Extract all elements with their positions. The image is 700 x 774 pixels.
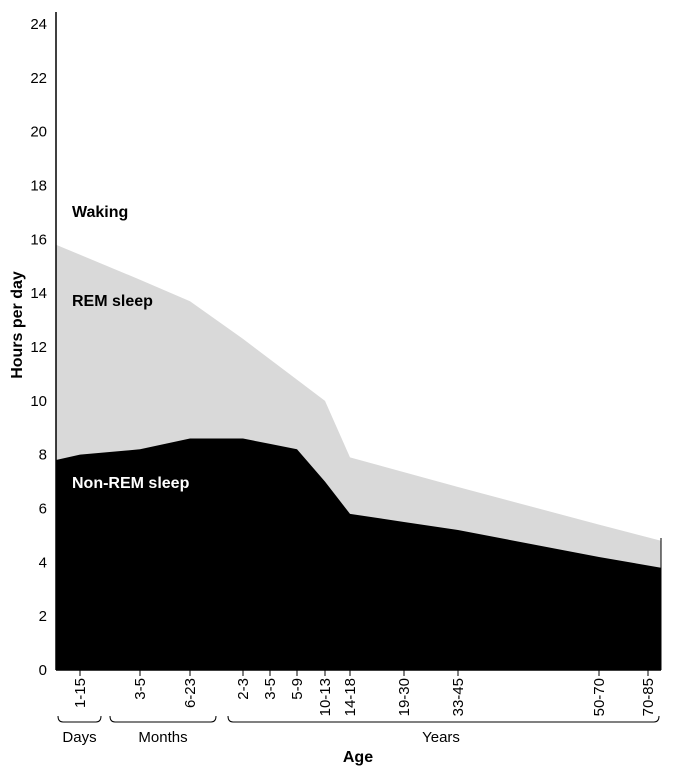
x-tick-label: 33-45 (450, 678, 467, 716)
y-tick-label: 8 (39, 447, 47, 464)
age-group-label: Years (422, 729, 460, 746)
y-tick-label: 12 (30, 339, 47, 356)
x-tick-label: 5-9 (289, 678, 306, 700)
y-tick-label: 20 (30, 124, 47, 141)
y-tick-label: 18 (30, 178, 47, 195)
x-tick-label: 1-15 (72, 678, 89, 708)
x-tick-label: 70-85 (640, 678, 657, 716)
y-tick-label: 22 (30, 70, 47, 87)
x-tick-label: 3-5 (262, 678, 279, 700)
waking-region-label: Waking (72, 204, 128, 221)
x-tick-label: 19-30 (396, 678, 413, 716)
age-group-label: Days (62, 729, 96, 746)
y-axis-label: Hours per day (9, 271, 26, 379)
x-tick-label: 50-70 (591, 678, 608, 716)
x-tick-label: 14-18 (342, 678, 359, 716)
x-tick-label: 2-3 (235, 678, 252, 700)
age-group-label: Months (138, 729, 187, 746)
x-axis-ticks: 1-15 3-5 6-23 2-3 3-5 5-9 10-13 14-18 19-30 33-45… (72, 670, 657, 716)
x-tick-label: 6-23 (182, 678, 199, 708)
x-tick-label: 10-13 (317, 678, 334, 716)
y-tick-label: 4 (39, 554, 47, 571)
rem-region-label: REM sleep (72, 293, 153, 310)
non-rem-region-label: Non-REM sleep (72, 475, 190, 492)
y-tick-label: 6 (39, 501, 47, 518)
y-tick-label: 0 (39, 662, 47, 679)
age-group-bracket (109, 715, 217, 723)
y-tick-label: 16 (30, 231, 47, 248)
age-group-bracket (227, 715, 660, 723)
x-axis-label: Age (343, 749, 373, 766)
y-tick-label: 10 (30, 393, 47, 410)
x-tick-label: 3-5 (132, 678, 149, 700)
y-tick-label: 24 (30, 16, 47, 33)
non-rem-sleep-area (56, 438, 661, 670)
age-group-bracket (57, 715, 102, 723)
y-tick-label: 14 (30, 285, 47, 302)
y-tick-label: 2 (39, 608, 47, 625)
age-group-brackets: Days Months Years (57, 715, 660, 746)
